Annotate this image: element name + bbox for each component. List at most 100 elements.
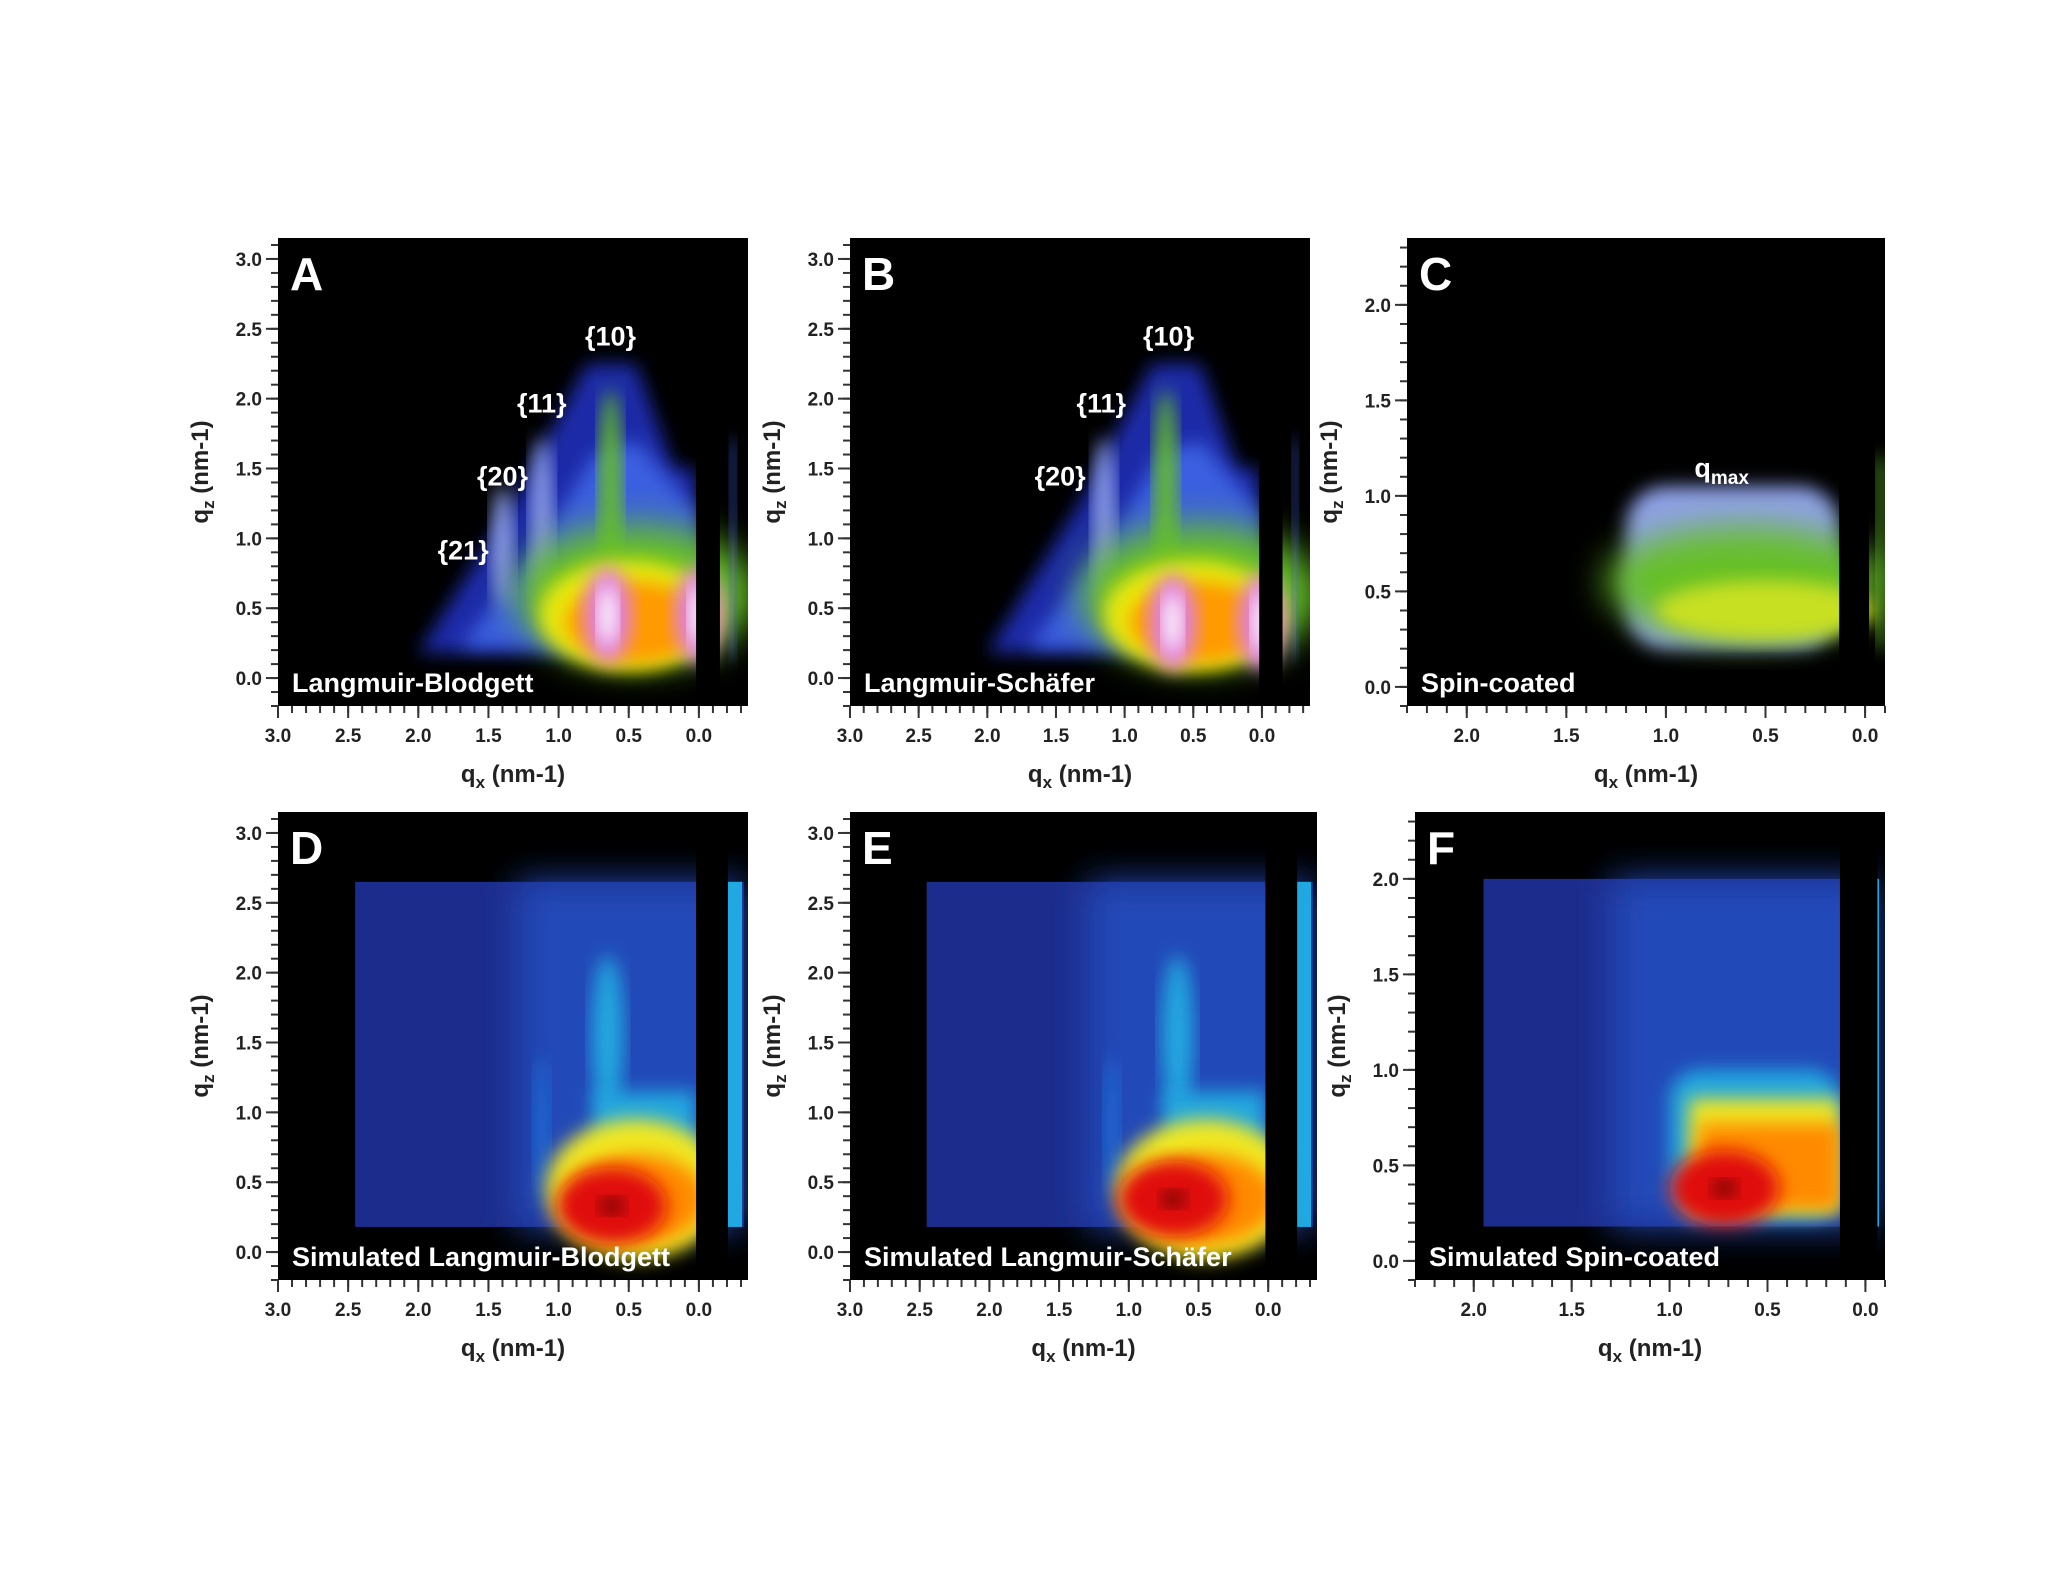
panel-b: 3.0 2.5 2.0 1.5 1.0 0.5 0.0 0.0 0.5 1.0 1.5 2.0 2.5 3… xyxy=(759,238,1310,792)
panel-letter: E xyxy=(862,822,893,874)
y-tick-label: 1.0 xyxy=(1373,1061,1399,1082)
x-axis-label: qx (nm-1) xyxy=(1598,1335,1702,1366)
yellow-lobe xyxy=(1655,580,1876,641)
y-tick-label: 2.0 xyxy=(236,390,262,411)
x-tick-label: 0.0 xyxy=(1852,1300,1878,1321)
x-tick-label: 2.5 xyxy=(906,1300,933,1321)
x-axis-label: qx (nm-1) xyxy=(461,1335,565,1366)
peak-label: {20} xyxy=(477,461,529,491)
x-tick-label: 0.0 xyxy=(686,726,712,747)
panel-caption: Spin-coated xyxy=(1421,668,1576,698)
y-tick-label: 2.0 xyxy=(236,964,262,985)
beamstop xyxy=(1839,812,1878,1280)
x-tick-label: 1.5 xyxy=(1553,726,1580,747)
y-tick-label: 1.5 xyxy=(236,1034,263,1055)
panel-letter: D xyxy=(290,822,323,874)
beamstop xyxy=(696,812,728,1280)
y-tick-label: 0.0 xyxy=(808,669,834,690)
panel-caption: Langmuir-Blodgett xyxy=(292,668,533,698)
scattering-intensity xyxy=(987,238,1310,706)
beamstop xyxy=(1839,238,1870,706)
x-tick-label: 2.5 xyxy=(335,1300,362,1321)
beamstop xyxy=(1259,238,1283,706)
scattering-intensity xyxy=(926,812,1313,1280)
scattering-intensity xyxy=(1605,238,1885,706)
y-axis-label: qz (nm-1) xyxy=(759,420,790,523)
x-tick-label: 0.0 xyxy=(1255,1300,1281,1321)
y-tick-label: 1.0 xyxy=(808,529,834,550)
intensity-peak xyxy=(1163,592,1182,653)
y-tick-label: 1.5 xyxy=(808,460,835,481)
x-tick-label: 0.5 xyxy=(616,1300,643,1321)
y-tick-label: 0.5 xyxy=(1365,582,1392,603)
intensity-peak xyxy=(599,1197,624,1214)
panel-f: 2.0 1.5 1.0 0.5 0.0 0.0 0.5 1.0 1.5 2.0 qx (nm-1) q… xyxy=(1324,812,1886,1366)
peak-label: {11} xyxy=(1077,389,1127,419)
x-tick-label: 2.5 xyxy=(335,726,362,747)
specular-strip xyxy=(1877,878,1879,1227)
panel-e: 3.0 2.5 2.0 1.5 1.0 0.5 0.0 0.0 0.5 1.0 1.5 2.0 2.5 3… xyxy=(759,812,1317,1366)
y-axis-label: qz (nm-1) xyxy=(187,420,218,523)
intensity-peak xyxy=(598,585,617,646)
y-tick-label: 2.0 xyxy=(808,964,834,985)
peak-label: {10} xyxy=(585,322,637,352)
specular-strip xyxy=(1297,881,1311,1227)
x-tick-label: 0.0 xyxy=(1852,726,1878,747)
specular-strip-core xyxy=(1294,538,1296,651)
panel-a: 3.0 2.5 2.0 1.5 1.0 0.5 0.0 0.0 0.5 1.0 1.5 2.0 2.5 3… xyxy=(187,238,748,792)
peak-label: {11} xyxy=(517,389,567,419)
y-tick-label: 1.0 xyxy=(1365,487,1391,508)
bragg-rod xyxy=(1105,1056,1120,1197)
panel-caption: Simulated Spin-coated xyxy=(1429,1242,1720,1272)
y-tick-label: 2.5 xyxy=(236,320,263,341)
x-tick-label: 0.5 xyxy=(616,726,643,747)
x-tick-label: 3.0 xyxy=(265,726,291,747)
x-tick-label: 2.0 xyxy=(1454,726,1480,747)
x-tick-label: 2.0 xyxy=(405,1300,431,1321)
x-tick-label: 1.5 xyxy=(1558,1300,1585,1321)
y-tick-label: 0.5 xyxy=(236,599,263,620)
y-tick-label: 1.5 xyxy=(1365,391,1392,412)
y-tick-label: 1.5 xyxy=(808,1034,835,1055)
bragg-rod xyxy=(534,1056,549,1197)
y-tick-label: 3.0 xyxy=(808,824,834,845)
y-tick-label: 3.0 xyxy=(236,824,262,845)
x-tick-label: 3.0 xyxy=(837,1300,863,1321)
scattering-intensity xyxy=(355,812,744,1280)
x-tick-label: 2.0 xyxy=(405,726,431,747)
panel-caption: Langmuir-Schäfer xyxy=(864,668,1096,698)
y-tick-label: 0.0 xyxy=(236,669,262,690)
y-tick-label: 0.0 xyxy=(808,1243,834,1264)
y-axis-label: qz (nm-1) xyxy=(1324,994,1355,1097)
specular-strip xyxy=(1877,457,1885,649)
panel-d: 3.0 2.5 2.0 1.5 1.0 0.5 0.0 0.0 0.5 1.0 1.5 2.0 2.5 3… xyxy=(187,812,748,1366)
x-tick-label: 0.5 xyxy=(1752,726,1779,747)
x-tick-label: 1.5 xyxy=(1046,1300,1073,1321)
y-tick-label: 0.0 xyxy=(1373,1252,1399,1273)
scattering-intensity xyxy=(1483,812,1879,1280)
specular-strip-core xyxy=(731,538,734,651)
x-axis-label: qx (nm-1) xyxy=(1594,761,1698,792)
x-tick-label: 3.0 xyxy=(265,1300,291,1321)
x-tick-label: 0.5 xyxy=(1754,1300,1781,1321)
y-tick-label: 1.5 xyxy=(1373,965,1400,986)
panel-letter: B xyxy=(862,248,895,300)
bragg-rod xyxy=(491,485,514,606)
x-tick-label: 2.0 xyxy=(974,726,1000,747)
x-tick-label: 3.0 xyxy=(837,726,863,747)
x-axis-label: qx (nm-1) xyxy=(461,761,565,792)
y-tick-label: 2.0 xyxy=(1365,296,1391,317)
y-axis-label: qz (nm-1) xyxy=(187,994,218,1097)
x-tick-label: 1.5 xyxy=(475,1300,502,1321)
y-tick-label: 1.0 xyxy=(236,529,262,550)
x-tick-label: 2.5 xyxy=(905,726,932,747)
panel-letter: F xyxy=(1427,822,1455,874)
scattering-intensity xyxy=(418,238,748,706)
panel-caption: Simulated Langmuir-Schäfer xyxy=(864,1242,1232,1272)
x-tick-label: 0.0 xyxy=(1249,726,1275,747)
y-tick-label: 0.5 xyxy=(808,599,835,620)
y-axis-label: qz (nm-1) xyxy=(759,994,790,1097)
bragg-rod xyxy=(1161,955,1194,1116)
x-tick-label: 0.0 xyxy=(686,1300,712,1321)
y-tick-label: 2.5 xyxy=(808,894,835,915)
